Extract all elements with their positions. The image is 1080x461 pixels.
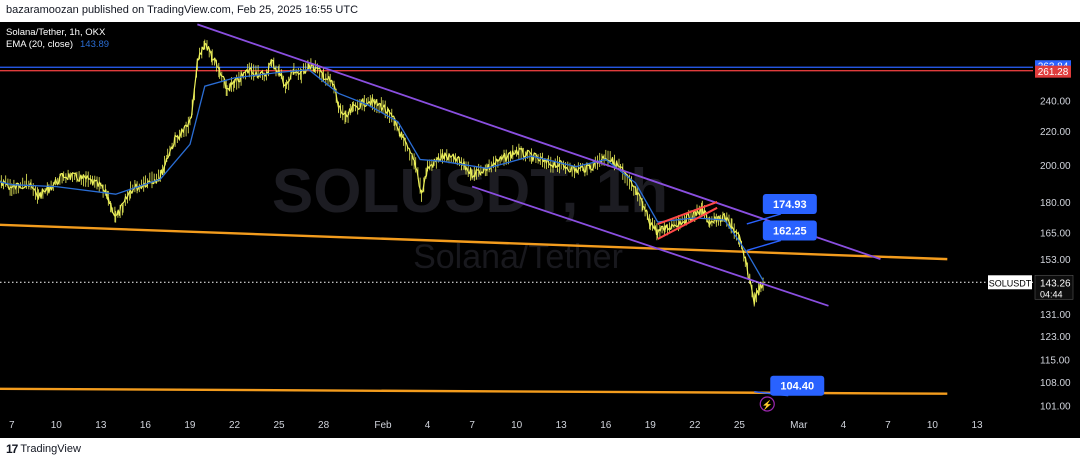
price-callout-label: 104.40: [780, 381, 814, 393]
chart-background: [0, 22, 1080, 438]
tradingview-logo-icon: 17: [6, 442, 18, 456]
time-axis-tick: 10: [51, 420, 63, 431]
legend-symbol: Solana/Tether, 1h, OKX: [6, 27, 106, 38]
last-price-badge: [1034, 274, 1074, 300]
time-axis-tick: 22: [689, 420, 701, 431]
time-axis-tick: 19: [645, 420, 657, 431]
time-axis-tick: 13: [556, 420, 568, 431]
price-axis-tick: 131.00: [1040, 310, 1071, 321]
level-price-label: 261.28: [1038, 67, 1069, 78]
publish-header: bazaramoozan published on TradingView.co…: [0, 0, 1080, 22]
time-axis-tick: 7: [885, 420, 891, 431]
chart-canvas[interactable]: SOLUSDT, 1hSolana/Tether174.93162.25104.…: [0, 22, 1080, 438]
callout-pointer: [746, 239, 782, 252]
price-callout-label: 162.25: [773, 225, 807, 237]
price-axis-tick: 153.00: [1040, 255, 1071, 266]
time-axis-tick: 28: [318, 420, 330, 431]
price-axis-tick: 240.00: [1040, 97, 1071, 108]
channel-trendline: [471, 185, 829, 307]
time-axis-tick: 7: [9, 420, 15, 431]
time-axis-tick: 16: [600, 420, 612, 431]
time-axis-tick: 22: [229, 420, 241, 431]
ema-line: [0, 69, 764, 282]
price-callout-label: 174.93: [773, 199, 807, 211]
footer: 17 TradingView: [0, 438, 1080, 461]
price-callout-box: [762, 193, 817, 214]
wedge-trendline: [657, 206, 718, 240]
time-axis-tick: Feb: [374, 420, 392, 431]
channel-trendline: [197, 23, 881, 260]
level-price-badge: [1035, 65, 1071, 78]
time-axis-panel: [0, 416, 1080, 438]
time-axis-tick: 4: [841, 420, 847, 431]
candle-wicks: [0, 39, 764, 307]
symbol-tag-box: [988, 275, 1032, 290]
time-axis-tick: 25: [273, 420, 285, 431]
symbol-tag: SOLUSDT: [989, 278, 1032, 288]
legend-ema-value: 143.89: [80, 39, 109, 50]
price-callout-box: [770, 375, 825, 396]
price-axis-tick: 101.00: [1040, 401, 1071, 412]
tradingview-logo-text: TradingView: [20, 443, 81, 455]
bar-countdown: 04:44: [1040, 289, 1063, 299]
support-trendline: [0, 223, 948, 261]
legend-ema-label: EMA (20, close): [6, 39, 73, 50]
price-axis-tick: 200.00: [1040, 161, 1071, 172]
time-axis-tick: 16: [140, 420, 152, 431]
tradingview-logo[interactable]: 17 TradingView: [6, 442, 81, 456]
time-axis-tick: 10: [511, 420, 523, 431]
time-axis-tick: Mar: [790, 420, 808, 431]
publisher-line: bazaramoozan published on TradingView.co…: [6, 4, 359, 16]
callout-pointer: [746, 213, 782, 225]
price-axis-tick: 108.00: [1040, 378, 1071, 389]
last-price-label: 143.26: [1040, 278, 1071, 289]
price-axis-tick: 220.00: [1040, 127, 1071, 138]
time-axis-tick: 7: [469, 420, 475, 431]
time-axis-tick: 25: [734, 420, 746, 431]
time-axis-tick: 13: [95, 420, 107, 431]
price-axis-tick: 115.00: [1040, 356, 1070, 367]
price-callout-box: [762, 220, 817, 241]
price-axis-panel: [1033, 22, 1080, 438]
time-axis-tick: 19: [184, 420, 196, 431]
time-axis-tick: 4: [425, 420, 431, 431]
event-marker-ring: [759, 396, 775, 412]
price-axis-tick: 180.00: [1040, 198, 1071, 209]
time-axis-tick: 10: [927, 420, 939, 431]
wedge-trendline: [657, 200, 718, 226]
price-axis-tick: 165.00: [1040, 229, 1071, 240]
time-axis-tick: 13: [971, 420, 983, 431]
lightning-icon: ⚡: [762, 399, 773, 411]
price-axis-tick: 123.00: [1040, 332, 1071, 343]
